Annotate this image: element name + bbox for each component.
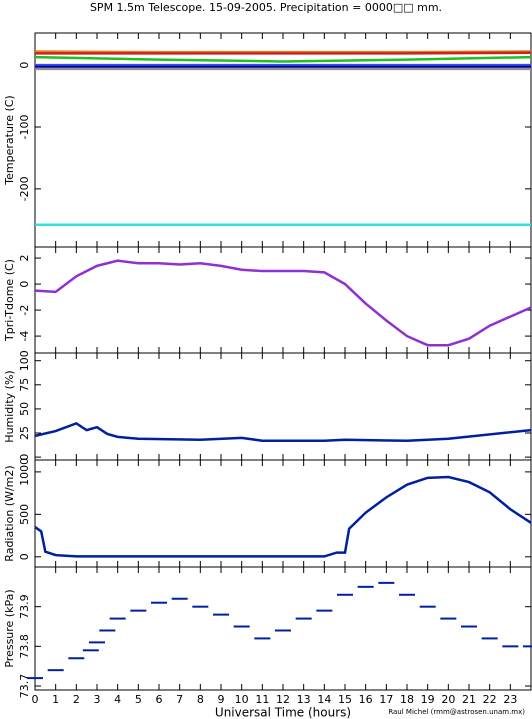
x-tick-label: 6 (156, 693, 163, 706)
point (461, 625, 477, 628)
x-tick-label: 20 (441, 693, 455, 706)
x-tick-label: 13 (297, 693, 311, 706)
point (109, 617, 126, 620)
y-tick-label: 500 (18, 504, 31, 525)
point (357, 585, 374, 588)
y-tick-label: -200 (18, 176, 31, 201)
y-tick-label: 0 (18, 553, 31, 560)
line-series (34, 421, 532, 442)
x-tick-label: 14 (317, 693, 331, 706)
y-axis-label: Temperature (C) (3, 95, 16, 185)
x-tick-label: 1 (52, 693, 59, 706)
x-tick-label: 5 (135, 693, 142, 706)
x-tick-label: 8 (197, 693, 204, 706)
x-tick-label: 17 (379, 693, 393, 706)
point (337, 593, 353, 596)
y-tick-label: 25 (18, 426, 31, 440)
y-tick-label: 0 (18, 281, 31, 288)
x-tick-label: 7 (176, 693, 183, 706)
y-tick-label: 1000 (18, 458, 31, 486)
point (399, 593, 415, 596)
point (68, 657, 85, 660)
y-tick-label: -100 (18, 115, 31, 140)
point (502, 645, 519, 648)
x-tick-label: 0 (32, 693, 39, 706)
x-tick-label: 11 (255, 693, 269, 706)
x-tick-label: 4 (114, 693, 121, 706)
x-tick-label: 10 (235, 693, 249, 706)
y-tick-label: 0 (18, 62, 31, 69)
x-tick-label: 18 (400, 693, 414, 706)
y-tick-label: 75 (18, 378, 31, 392)
y-tick-label: -4 (18, 331, 31, 342)
y-tick-label: 50 (18, 402, 31, 416)
point (213, 613, 229, 616)
line-series (35, 51, 532, 55)
plot-frame (34, 459, 532, 568)
x-tick-label: 3 (94, 693, 101, 706)
y-tick-label: 100 (18, 350, 31, 371)
x-tick-label: 21 (462, 693, 476, 706)
point (378, 581, 395, 584)
line-series (34, 55, 532, 63)
point (192, 605, 209, 608)
x-tick-label: 16 (359, 693, 373, 706)
point (27, 677, 43, 680)
x-tick-label: 23 (503, 693, 517, 706)
point (481, 637, 498, 640)
x-tick-label: 19 (421, 693, 435, 706)
plot-frame (34, 566, 532, 691)
point (151, 601, 167, 604)
point (130, 609, 147, 612)
y-tick-label: 73.7 (18, 674, 31, 699)
line-series (34, 259, 532, 347)
y-tick-label: 2 (18, 255, 31, 262)
point (89, 641, 105, 644)
x-tick-label: 9 (218, 693, 225, 706)
y-axis-label: Tpri-Tdome (C) (3, 259, 16, 342)
point (419, 605, 436, 608)
point (254, 637, 271, 640)
point (233, 625, 250, 628)
y-tick-label: 0 (18, 454, 31, 461)
point (316, 609, 333, 612)
point (47, 669, 64, 672)
plot-frame (34, 352, 532, 461)
x-tick-label: 22 (483, 693, 497, 706)
point (82, 649, 99, 652)
chart-title: SPM 1.5m Telescope. 15-09-2005. Precipit… (90, 1, 442, 14)
point (99, 629, 116, 632)
y-tick-label: 73.8 (18, 634, 31, 659)
point (295, 617, 312, 620)
y-axis-label: Radiation (W/m2) (3, 465, 16, 561)
x-tick-label: 15 (338, 693, 352, 706)
point (171, 597, 188, 600)
credit: Raul Michel (rmm@astrosen.unam.mx) (388, 708, 525, 716)
x-tick-label: 2 (73, 693, 80, 706)
point (275, 629, 291, 632)
y-tick-label: 73.9 (18, 594, 31, 619)
x-axis-label: Universal Time (hours) (215, 706, 351, 719)
line-series (34, 475, 532, 558)
y-tick-label: -2 (18, 305, 31, 316)
y-axis-label: Humidity (%) (3, 370, 16, 442)
y-axis-label: Pressure (kPa) (3, 589, 16, 667)
point (523, 645, 532, 648)
x-tick-label: 12 (276, 693, 290, 706)
point (440, 617, 457, 620)
